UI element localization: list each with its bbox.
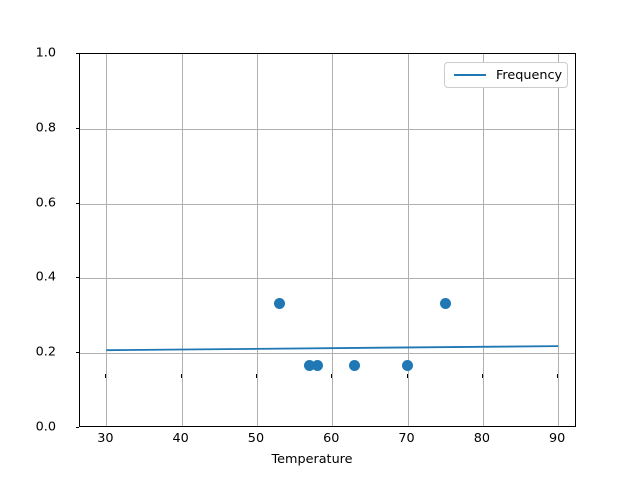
x-gridline xyxy=(407,54,409,426)
y-gridline xyxy=(80,278,575,280)
x-tick-label: 80 xyxy=(473,431,491,446)
x-axis-tick xyxy=(105,374,107,378)
y-axis-tick xyxy=(75,127,79,129)
x-gridline xyxy=(181,54,183,426)
x-axis-label-text: Temperature xyxy=(271,452,353,467)
y-tick-label: 1.0 xyxy=(35,45,56,61)
y-tick-label: 0.6 xyxy=(35,195,56,211)
y-tick-label: 0.0 xyxy=(35,419,56,435)
y-axis-tick xyxy=(75,427,79,428)
y-axis-tick xyxy=(75,53,79,54)
y-axis-tick xyxy=(75,352,79,354)
x-axis-tick xyxy=(557,374,559,378)
line-frequency xyxy=(106,345,559,352)
x-tick-label: 60 xyxy=(323,431,340,446)
legend[interactable]: Frequency xyxy=(444,62,568,88)
x-axis-tick xyxy=(255,374,257,378)
x-axis-tick xyxy=(406,374,408,378)
y-axis-tick xyxy=(75,202,79,204)
plot-axes xyxy=(79,53,576,427)
x-axis-label: Temperature xyxy=(0,452,640,467)
y-axis-tick xyxy=(75,277,79,279)
x-gridline xyxy=(332,54,334,426)
scatter-point xyxy=(402,360,414,372)
scatter-point xyxy=(304,360,316,372)
legend-line-swatch xyxy=(454,74,486,76)
x-gridline xyxy=(558,54,560,426)
scatter-point xyxy=(311,360,323,372)
x-gridline xyxy=(106,54,108,426)
y-gridline xyxy=(80,353,575,355)
y-tick-label: 0.2 xyxy=(35,344,56,360)
x-tick-label: 40 xyxy=(172,431,189,446)
scatter-point xyxy=(439,297,451,309)
scatter-point xyxy=(349,360,361,372)
line-series-layer xyxy=(106,345,559,352)
x-gridline xyxy=(482,54,484,426)
y-gridline xyxy=(80,128,575,130)
y-tick-label: 0.8 xyxy=(35,120,56,136)
y-gridline xyxy=(80,203,575,205)
legend-label: Frequency xyxy=(496,67,563,83)
x-axis-tick xyxy=(481,374,483,378)
plot-area xyxy=(80,54,575,426)
x-axis-tick xyxy=(331,374,333,378)
x-axis-tick xyxy=(180,374,182,378)
x-tick-label: 30 xyxy=(97,431,114,446)
x-tick-label: 70 xyxy=(398,431,415,446)
x-tick-label: 90 xyxy=(549,431,566,446)
x-tick-label: 50 xyxy=(247,431,265,446)
x-gridline xyxy=(256,54,258,426)
y-tick-label: 0.4 xyxy=(35,269,56,285)
scatter-point xyxy=(274,297,286,309)
